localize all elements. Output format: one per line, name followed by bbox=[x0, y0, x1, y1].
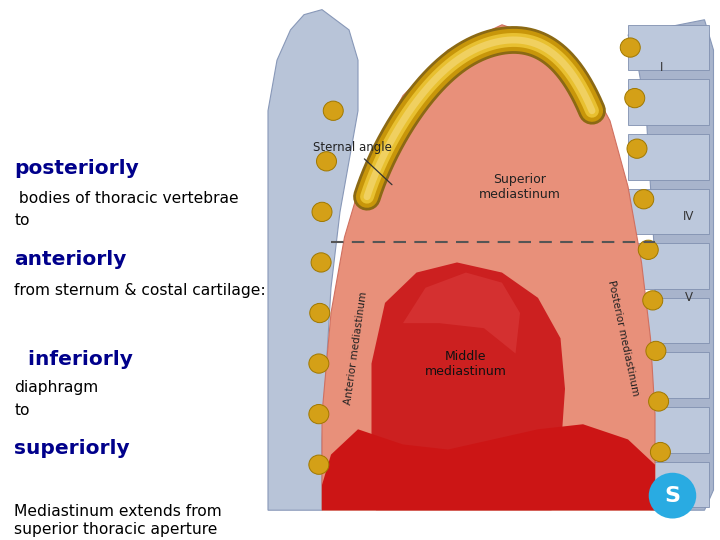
Circle shape bbox=[310, 303, 330, 322]
Text: IV: IV bbox=[683, 211, 694, 224]
Polygon shape bbox=[628, 188, 709, 234]
Polygon shape bbox=[628, 25, 709, 70]
Circle shape bbox=[627, 139, 647, 158]
Polygon shape bbox=[372, 262, 565, 510]
Circle shape bbox=[309, 354, 329, 373]
Text: bodies of thoracic vertebrae: bodies of thoracic vertebrae bbox=[14, 191, 239, 206]
Text: I: I bbox=[660, 61, 663, 75]
Text: Middle
mediastinum: Middle mediastinum bbox=[425, 349, 507, 377]
Polygon shape bbox=[322, 424, 655, 510]
Text: to: to bbox=[14, 403, 30, 418]
Text: posteriorly: posteriorly bbox=[14, 159, 139, 178]
Circle shape bbox=[646, 341, 666, 361]
Polygon shape bbox=[628, 243, 709, 289]
Circle shape bbox=[309, 455, 329, 474]
Text: Superior
mediastinum: Superior mediastinum bbox=[479, 173, 561, 200]
Circle shape bbox=[312, 202, 332, 221]
Text: diaphragm: diaphragm bbox=[14, 380, 99, 395]
Text: Mediastinum extends from
superior thoracic aperture: Mediastinum extends from superior thorac… bbox=[14, 504, 222, 537]
Polygon shape bbox=[322, 25, 655, 510]
Text: Posterior mediastinum: Posterior mediastinum bbox=[606, 280, 641, 397]
Circle shape bbox=[634, 190, 654, 209]
Circle shape bbox=[311, 253, 331, 272]
Text: to: to bbox=[14, 213, 30, 228]
Text: superiorly: superiorly bbox=[14, 440, 130, 458]
Polygon shape bbox=[268, 10, 358, 510]
Circle shape bbox=[649, 472, 696, 518]
Circle shape bbox=[649, 392, 669, 411]
Polygon shape bbox=[628, 20, 714, 510]
Polygon shape bbox=[403, 273, 520, 354]
Circle shape bbox=[317, 152, 336, 171]
Circle shape bbox=[620, 38, 640, 57]
Text: from sternum & costal cartilage:: from sternum & costal cartilage: bbox=[14, 284, 266, 299]
Circle shape bbox=[323, 101, 343, 120]
Text: Anterior mediastinum: Anterior mediastinum bbox=[343, 291, 369, 406]
Polygon shape bbox=[628, 134, 709, 179]
Polygon shape bbox=[628, 79, 709, 125]
Polygon shape bbox=[628, 462, 709, 507]
Text: Sternal angle: Sternal angle bbox=[313, 141, 392, 185]
Text: inferiorly: inferiorly bbox=[14, 350, 133, 369]
Text: anteriorly: anteriorly bbox=[14, 249, 127, 268]
Circle shape bbox=[309, 404, 329, 424]
Circle shape bbox=[643, 291, 662, 310]
Text: V: V bbox=[685, 292, 693, 305]
Circle shape bbox=[638, 240, 658, 259]
Circle shape bbox=[625, 89, 644, 108]
Polygon shape bbox=[628, 407, 709, 453]
Circle shape bbox=[650, 442, 670, 462]
Text: S: S bbox=[665, 485, 680, 505]
Polygon shape bbox=[628, 353, 709, 398]
Polygon shape bbox=[628, 298, 709, 343]
